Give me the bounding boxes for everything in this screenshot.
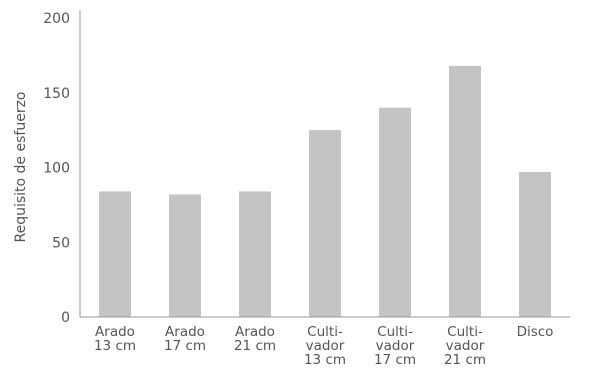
x-category-label-line: vador	[376, 338, 415, 354]
x-category-label-line: vador	[446, 338, 485, 354]
bar	[99, 191, 131, 317]
x-category-label: Arado 17 cm	[164, 324, 206, 354]
bar	[519, 171, 551, 317]
y-axis-ticks: 0 50 100 150 200	[43, 11, 70, 326]
x-category-label-line: 21 cm	[234, 338, 276, 354]
y-tick-label: 100	[43, 161, 70, 177]
x-category-label-line: vador	[306, 338, 345, 354]
bar	[379, 107, 411, 317]
x-category-label: Culti-vador 21 cm	[444, 324, 486, 368]
y-tick-label: 150	[43, 86, 70, 102]
x-category-label-line: 17 cm	[164, 338, 206, 354]
x-category-label-line: 17 cm	[374, 352, 416, 368]
x-category-label-line: 13 cm	[94, 338, 136, 354]
x-category-label: Culti-vador 13 cm	[304, 324, 346, 368]
y-tick-label: 0	[61, 310, 70, 326]
x-category-label-line: Culti-	[307, 324, 343, 340]
axes-group	[79, 10, 570, 318]
bars-group	[99, 65, 551, 317]
x-category-label: Disco	[517, 324, 554, 340]
x-category-label-line: 13 cm	[304, 352, 346, 368]
bar	[309, 130, 341, 317]
x-category-label: Culti-vador 17 cm	[374, 324, 416, 368]
x-category-label: Arado 21 cm	[234, 324, 276, 354]
x-category-label-line: Arado	[165, 324, 205, 340]
y-tick-label: 50	[52, 235, 70, 251]
bar	[239, 191, 271, 317]
bar	[449, 65, 481, 317]
y-tick-label: 200	[43, 11, 70, 27]
x-category-label-line: Disco	[517, 324, 554, 340]
y-axis-title: Requisito de esfuerzo	[13, 92, 29, 243]
x-category-label-line: Culti-	[447, 324, 483, 340]
x-category-label: Arado 13 cm	[94, 324, 136, 354]
x-category-label-line: 21 cm	[444, 352, 486, 368]
bar	[169, 194, 201, 317]
x-category-label-line: Culti-	[377, 324, 413, 340]
x-category-label-line: Arado	[235, 324, 275, 340]
x-category-label-line: Arado	[95, 324, 135, 340]
